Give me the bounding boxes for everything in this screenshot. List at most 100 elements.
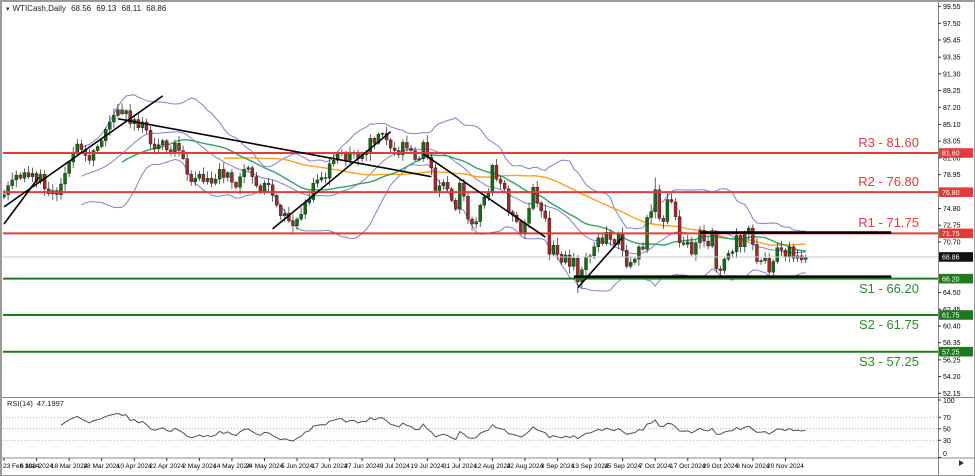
bull-candle xyxy=(698,230,702,243)
trend-line-ascending-june-rally[interactable] xyxy=(272,131,392,230)
bear-candle xyxy=(209,178,214,184)
date-tick-label: 27 Jun 2024 xyxy=(344,463,380,470)
date-tick-label: 5 Jun 2024 xyxy=(281,463,314,470)
price-badge-text: 81.60 xyxy=(942,151,960,158)
bull-candle xyxy=(156,144,161,150)
bull-candle xyxy=(75,143,79,154)
trend-line-descending-april-peak[interactable] xyxy=(117,117,432,178)
price-axis[interactable]: 99.55 97.50 95.45 93.35 91.30 89.25 87.20 85.10… xyxy=(938,1,973,476)
date-tick-label: 18 Mar 2024 xyxy=(51,463,88,470)
date-tick-label: 12 Aug 2024 xyxy=(474,463,511,470)
date-tick-label: 25 Sep 2024 xyxy=(604,463,641,470)
bollinger-upper-band xyxy=(81,94,806,232)
bull-candle xyxy=(694,242,698,255)
scroll-end-marker-icon[interactable] xyxy=(959,460,964,466)
bull-candle xyxy=(584,256,588,270)
bull-candle xyxy=(551,245,556,255)
bear-candle xyxy=(445,182,450,190)
bull-candle xyxy=(173,143,177,154)
bear-candle xyxy=(234,182,238,188)
rsi-tick-label: 0 xyxy=(943,451,947,458)
bull-candle xyxy=(63,173,67,185)
bull-candle xyxy=(30,173,35,177)
bull-candle xyxy=(653,189,657,212)
bear-candle xyxy=(494,165,499,180)
bear-candle xyxy=(429,156,434,168)
price-badge-81.60 xyxy=(939,148,973,158)
bull-candle xyxy=(730,251,735,254)
bull-candle xyxy=(376,134,381,144)
bear-candle xyxy=(279,205,283,217)
bull-candle xyxy=(401,142,405,155)
bear-candle xyxy=(222,169,226,178)
bear-candle xyxy=(144,121,149,131)
bull-candle xyxy=(59,183,63,195)
bear-candle xyxy=(498,178,503,184)
expand-marker-icon[interactable]: ▾ xyxy=(6,6,10,13)
bear-candle xyxy=(18,174,22,179)
resistance-label-r1: R1 - 71.75 xyxy=(858,215,919,231)
bull-candle xyxy=(22,172,27,179)
price-badge-text: 71.75 xyxy=(942,231,960,238)
bull-candle xyxy=(734,235,739,252)
rsi-value: 47.1997 xyxy=(36,399,64,408)
bear-candle xyxy=(120,109,124,115)
bull-candle xyxy=(218,169,222,180)
bear-candle xyxy=(539,202,543,212)
bear-candle xyxy=(201,174,206,182)
bull-candle xyxy=(6,185,10,195)
price-tick-label: 60.40 xyxy=(943,323,961,330)
rsi-pane[interactable] xyxy=(3,412,938,442)
bear-candle xyxy=(767,258,771,273)
bull-candle xyxy=(140,121,145,128)
bull-candle xyxy=(596,237,600,248)
bear-candle xyxy=(148,129,153,145)
bear-candle xyxy=(185,158,189,175)
bear-candle xyxy=(779,247,784,251)
bear-candle xyxy=(677,216,682,243)
date-tick-label: 9 Jul 2024 xyxy=(380,463,410,470)
bull-candle xyxy=(197,174,202,179)
bull-candle xyxy=(299,213,303,220)
bull-candle xyxy=(592,246,596,257)
trend-line-ascending-channel-upper[interactable] xyxy=(3,95,164,208)
support-label-s1: S1 - 66.20 xyxy=(859,280,919,296)
main-chart-pane[interactable] xyxy=(3,94,808,293)
price-tick-label: 89.25 xyxy=(943,88,961,95)
bull-candle xyxy=(421,142,425,159)
price-tick-label: 56.25 xyxy=(943,357,961,364)
bear-candle xyxy=(433,167,438,191)
bull-candle xyxy=(67,161,71,174)
bull-candle xyxy=(242,169,246,177)
price-tick-label: 81.00 xyxy=(943,155,961,162)
price-tick-label: 95.45 xyxy=(943,37,961,44)
bull-candle xyxy=(262,182,267,192)
resistance-label-r3: R3 - 81.60 xyxy=(858,135,919,150)
bull-candle xyxy=(246,167,250,170)
bull-candle xyxy=(161,140,165,146)
bull-candle xyxy=(417,158,421,160)
price-badge-76.80 xyxy=(939,187,973,197)
bear-candle xyxy=(393,147,397,151)
bear-candle xyxy=(230,172,234,183)
bear-candle xyxy=(547,218,552,255)
rsi-indicator-label: RSI(14) 47.1997 xyxy=(7,399,68,408)
trend-line-ascending-september[interactable] xyxy=(577,236,624,289)
rsi-tick-label: 50 xyxy=(943,426,951,433)
date-tick-label: 19 Jul 2024 xyxy=(410,463,444,470)
rsi-tick-label: 70 xyxy=(943,415,951,422)
trend-line-descending-july-august[interactable] xyxy=(422,153,546,238)
bear-candle xyxy=(266,182,271,186)
bear-candle xyxy=(543,210,548,219)
bull-candle xyxy=(205,178,210,182)
bear-candle xyxy=(470,218,474,225)
trend-line-ascending-left-short[interactable] xyxy=(3,177,40,225)
bear-candle xyxy=(26,172,31,177)
bear-candle xyxy=(620,234,625,251)
bear-candle xyxy=(519,221,523,233)
bull-candle xyxy=(563,254,568,263)
bull-candle xyxy=(99,140,104,147)
